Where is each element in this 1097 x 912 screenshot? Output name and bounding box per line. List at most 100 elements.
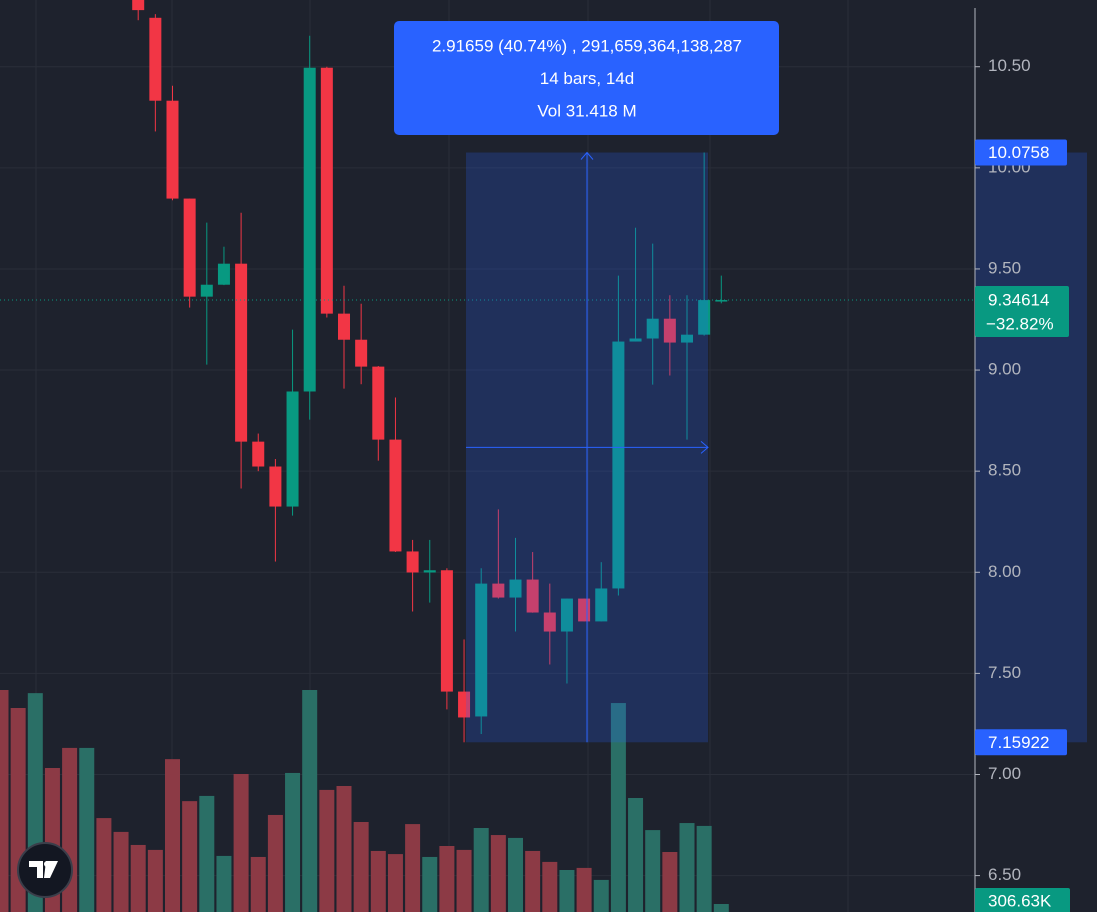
volume-bar bbox=[353, 822, 369, 912]
candle-body bbox=[217, 263, 230, 285]
volume-bar bbox=[542, 861, 558, 912]
candle-body bbox=[200, 284, 213, 297]
arrow-head bbox=[580, 151, 594, 160]
measure-price-label: 10.0758 bbox=[988, 143, 1049, 162]
candle-body bbox=[132, 0, 145, 11]
candle-body bbox=[183, 198, 196, 297]
candle-body bbox=[612, 341, 625, 589]
arrow-head bbox=[700, 441, 709, 454]
candle-body bbox=[320, 67, 333, 314]
logo[interactable] bbox=[17, 842, 73, 898]
measure-price-label: 7.15922 bbox=[988, 733, 1049, 752]
candle-body bbox=[389, 439, 402, 552]
volume-bar bbox=[147, 849, 163, 912]
candle-body bbox=[560, 598, 573, 632]
volume-bar bbox=[645, 830, 661, 912]
volume-label-box bbox=[975, 888, 1070, 912]
volume-bar bbox=[696, 825, 712, 912]
volume-bar bbox=[370, 850, 386, 912]
measure-tool: 2.91659 (40.74%) , 291,659,364,138,287 14… bbox=[394, 21, 1087, 743]
volume-bar bbox=[216, 855, 232, 912]
y-tick-label: 6.50 bbox=[988, 865, 1021, 884]
volume-bar bbox=[182, 801, 198, 912]
volume-bar bbox=[387, 854, 403, 912]
candle-body bbox=[440, 570, 453, 692]
candle-body bbox=[681, 334, 693, 343]
candle-body bbox=[235, 263, 248, 442]
volume-bar bbox=[593, 879, 609, 912]
volume-bar bbox=[679, 823, 695, 912]
last-price-label: 9.34614 bbox=[988, 291, 1049, 310]
y-tick-label: 8.00 bbox=[988, 562, 1021, 581]
candle-body bbox=[252, 441, 265, 467]
candle-body bbox=[355, 339, 368, 367]
volume-bar bbox=[559, 870, 575, 912]
volume-bar bbox=[439, 846, 455, 912]
candle-body bbox=[423, 570, 436, 573]
candle-body bbox=[269, 466, 282, 507]
volume-bar bbox=[319, 789, 335, 912]
candle-body bbox=[629, 338, 642, 342]
volume-bar bbox=[96, 818, 112, 912]
candle-body bbox=[646, 318, 659, 339]
volume-bar bbox=[79, 747, 95, 912]
volume-bar bbox=[336, 786, 352, 912]
candle-body bbox=[663, 318, 676, 343]
volume-bar bbox=[713, 904, 729, 912]
volume-bar bbox=[113, 831, 129, 912]
volume-bar bbox=[628, 798, 644, 912]
y-tick-label: 9.50 bbox=[988, 258, 1021, 277]
logo-dot bbox=[44, 861, 50, 867]
candle-body bbox=[492, 583, 505, 598]
candle-body bbox=[715, 300, 728, 302]
y-tick-label: 10.50 bbox=[988, 56, 1031, 75]
volume-bar bbox=[473, 828, 489, 912]
volume-bar bbox=[233, 774, 249, 912]
volume-bar bbox=[405, 824, 421, 912]
y-tick-label: 7.00 bbox=[988, 764, 1021, 783]
candle-body bbox=[458, 691, 471, 718]
price-axis: 6.507.007.508.008.509.009.5010.0010.5010… bbox=[974, 8, 1070, 912]
volume-label: 306.63K bbox=[988, 891, 1052, 910]
measure-price-box bbox=[975, 729, 1067, 756]
volume-bar bbox=[0, 690, 9, 912]
volume-pane bbox=[0, 690, 729, 912]
candle-body bbox=[372, 366, 385, 440]
last-price-box bbox=[975, 286, 1069, 338]
candle-body bbox=[475, 583, 488, 717]
candle-body bbox=[406, 551, 419, 573]
candle-body bbox=[166, 100, 179, 199]
volume-bar bbox=[267, 814, 283, 912]
volume-bar bbox=[610, 703, 626, 912]
candle-body bbox=[286, 391, 299, 507]
candle-body bbox=[303, 67, 316, 392]
y-tick-label: 9.00 bbox=[988, 360, 1021, 379]
volume-bar bbox=[302, 690, 318, 912]
measure-price-box bbox=[975, 139, 1067, 166]
volume-bar bbox=[525, 850, 541, 912]
volume-bar bbox=[422, 856, 438, 912]
volume-bar bbox=[662, 852, 678, 912]
volume-bar bbox=[490, 835, 506, 912]
volume-bar bbox=[165, 759, 180, 912]
volume-bar bbox=[130, 844, 146, 912]
candle-body bbox=[698, 300, 711, 335]
volume-bar bbox=[199, 795, 215, 912]
volume-bar bbox=[456, 849, 472, 912]
volume-bar bbox=[576, 867, 592, 912]
volume-bar bbox=[250, 856, 266, 912]
candle-body bbox=[338, 313, 350, 340]
logo-mark bbox=[29, 861, 58, 878]
candle-body bbox=[509, 579, 522, 598]
candle-body bbox=[526, 579, 539, 613]
tooltip-line: 14 bars, 14d bbox=[540, 69, 635, 88]
candles bbox=[0, 0, 975, 743]
measure-tooltip bbox=[394, 21, 779, 135]
volume-bar bbox=[508, 837, 523, 912]
axis-highlight bbox=[975, 152, 1087, 743]
last-change-label: −32.82% bbox=[986, 315, 1054, 334]
tooltip-line: Vol 31.418 M bbox=[537, 101, 636, 120]
y-tick-label: 7.50 bbox=[988, 663, 1021, 682]
